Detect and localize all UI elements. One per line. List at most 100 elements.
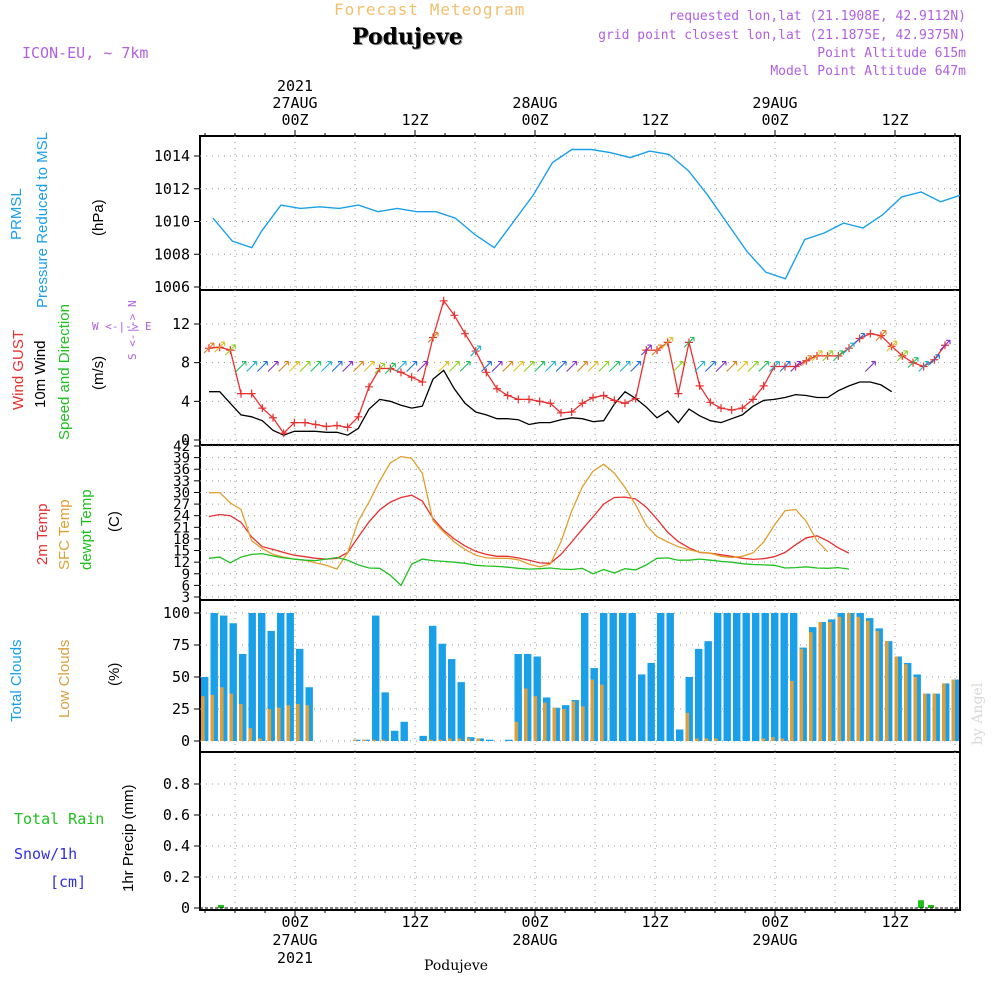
wind-direction-arrow [555,360,567,372]
total-cloud-bar [942,683,950,741]
total-cloud-bar [220,615,228,741]
model-altitude: Model Point Altitude 647m [770,64,966,79]
total-cloud-bar [932,693,940,741]
total-cloud-bar [400,721,408,741]
wind-direction-arrow [608,360,620,372]
low-cloud-bar [837,616,842,741]
wind-unit: (m/s) [90,355,107,390]
wind-direction-arrow [683,336,695,348]
wind-direction-arrow [854,332,866,344]
low-cloud-bar [904,664,908,741]
low-cloud-bar [951,679,956,741]
wind-direction-arrow [758,360,770,372]
wind-direction-arrow [256,360,268,372]
y-tick-label: 6 [182,578,190,594]
wind-gust-marker [621,399,629,408]
total-cloud-bar [552,707,560,741]
pressure-label-2: Pressure Reduced to MSL [34,132,51,308]
wind-direction-arrow [715,360,727,372]
wind-gust-line [208,299,946,435]
total-cloud-bar [647,662,655,741]
total-cloud-bar [885,641,893,741]
low-cloud-bar [714,738,718,741]
total-cloud-bar [704,641,712,741]
total-cloud-bar [676,729,684,741]
low-cloud-bar [828,621,832,741]
total-cloud-bar [695,648,703,741]
y-tick-label: 8 [181,354,190,372]
top-date-label: 27AUG [272,94,317,112]
wind-direction-arrow [907,357,919,369]
y-tick-label: 0.2 [163,868,190,886]
total-cloud-bar [201,677,209,741]
low-cloud-bar [372,739,376,741]
total-cloud-bar [609,613,617,741]
low-cloud-bar [600,684,604,741]
total-cloud-bar [790,613,798,741]
total-cloud-bar [685,677,693,741]
panel-frame [199,135,961,291]
wind-gust-marker [439,296,448,305]
wind-direction-arrow [651,344,663,356]
y-tick-label: 0 [181,899,190,917]
total-cloud-bar [828,619,836,741]
wind-direction-arrow [896,350,908,362]
low-cloud-bar [571,701,576,741]
y-tick-label: 27 [173,497,190,513]
total-cloud-bar [714,613,722,741]
top-hour-label: 00Z [761,111,788,129]
y-tick-label: 36 [173,462,190,478]
wind-direction-arrow [928,354,940,366]
wind-gust-marker [727,406,736,415]
top-hour-label: 12Z [881,111,908,129]
low-cloud-bar [353,739,357,741]
wind-direction-arrow [587,360,599,372]
precip-bar [918,900,924,908]
y-tick-label: 1010 [154,213,190,231]
wind-gust-marker [546,399,555,408]
total-cloud-bar [752,613,760,741]
wind-gust-marker [418,378,427,386]
wind-direction-arrow [427,331,439,343]
wind-direction-arrow [214,341,226,353]
low-cloud-bar [305,705,310,741]
total-cloud-bar [391,730,399,741]
temp-2m-label: 2m Temp [34,503,51,565]
wind-direction-arrow [470,345,482,357]
wind-gust-marker [237,389,245,398]
total-cloud-bar [581,613,589,741]
total-cloud-bar [628,613,636,741]
wind-10m-label: 10m Wind [32,340,49,408]
low-cloud-bar [457,738,462,741]
pressure-unit: (hPa) [90,199,107,236]
total-cloud-bar [875,628,883,741]
y-tick-label: 1014 [154,147,190,165]
low-cloud-bar [790,680,794,741]
total-cloud-bar [866,618,874,741]
bottom-hour-label: 00Z [281,913,308,931]
wind-gust-marker [301,418,309,427]
wind-direction-arrow [768,360,780,372]
wind-direction-arrow [395,360,407,372]
low-cloud-bar [761,738,766,741]
wind-direction-arrow [534,360,546,372]
wind-direction-arrow [406,360,418,372]
y-tick-label: 0 [181,431,190,449]
precip-bar [928,904,934,908]
y-tick-label: 33 [173,474,190,490]
top-date-label: 28AUG [512,94,557,112]
wind-direction-arrow [800,355,812,367]
y-tick-label: 1006 [154,278,190,296]
wind-gust-marker [269,413,277,422]
low-cloud-bar [942,683,946,741]
total-cloud-bar [619,613,627,741]
wind-gust-marker [514,395,523,404]
total-cloud-bar [818,621,826,741]
low-cloud-bar [258,738,262,741]
low-cloud-bar [543,702,547,741]
wind-direction-arrow [694,360,706,372]
y-tick-label: 15 [173,544,190,560]
bottom-date-label: 28AUG [512,931,557,949]
total-cloud-bar [590,668,598,741]
